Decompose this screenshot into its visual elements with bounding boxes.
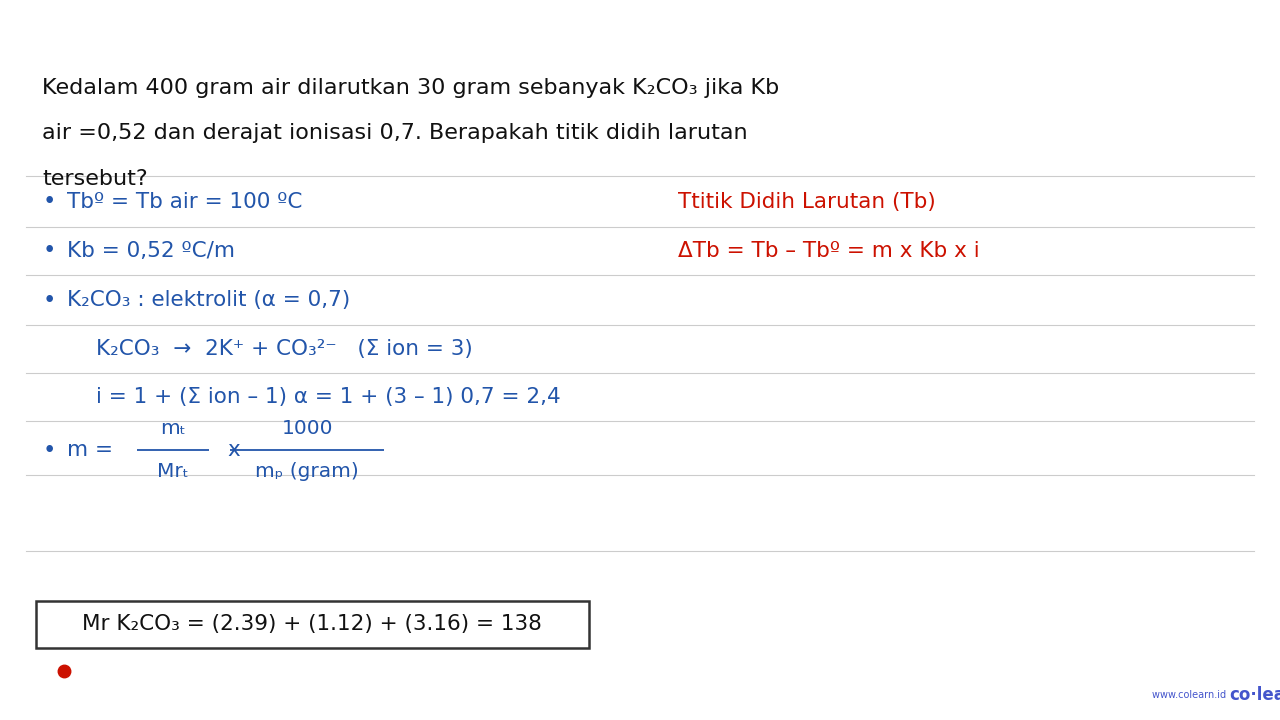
Text: Kedalam 400 gram air dilarutkan 30 gram sebanyak K₂CO₃ jika Kb: Kedalam 400 gram air dilarutkan 30 gram … [42, 78, 780, 98]
Text: •: • [42, 438, 55, 462]
Text: air =0,52 dan derajat ionisasi 0,7. Berapakah titik didih larutan: air =0,52 dan derajat ionisasi 0,7. Bera… [42, 123, 748, 143]
Text: Mr K₂CO₃ = (2.39) + (1.12) + (3.16) = 138: Mr K₂CO₃ = (2.39) + (1.12) + (3.16) = 13… [82, 614, 543, 634]
Text: ΔTb = Tb – Tbº = m x Kb x i: ΔTb = Tb – Tbº = m x Kb x i [678, 240, 980, 261]
FancyBboxPatch shape [36, 601, 589, 648]
Text: K₂CO₃ : elektrolit (α = 0,7): K₂CO₃ : elektrolit (α = 0,7) [67, 290, 349, 310]
Text: 1000: 1000 [282, 419, 333, 438]
Text: mₚ (gram): mₚ (gram) [255, 462, 360, 481]
Text: co·learn: co·learn [1229, 685, 1280, 704]
Text: Kb = 0,52 ºC/m: Kb = 0,52 ºC/m [67, 240, 234, 261]
Text: •: • [42, 190, 55, 213]
Text: •: • [42, 289, 55, 312]
Text: m =: m = [67, 440, 113, 460]
Text: i = 1 + (Σ ion – 1) α = 1 + (3 – 1) 0,7 = 2,4: i = 1 + (Σ ion – 1) α = 1 + (3 – 1) 0,7 … [96, 387, 561, 408]
Text: mₜ: mₜ [160, 419, 186, 438]
Text: Tbº = Tb air = 100 ºC: Tbº = Tb air = 100 ºC [67, 192, 302, 212]
Text: tersebut?: tersebut? [42, 168, 148, 189]
Text: Ttitik Didih Larutan (Tb): Ttitik Didih Larutan (Tb) [678, 192, 936, 212]
Text: x: x [228, 440, 241, 460]
Text: Mrₜ: Mrₜ [157, 462, 188, 481]
Text: •: • [42, 239, 55, 262]
Text: www.colearn.id: www.colearn.id [1152, 690, 1233, 700]
Text: K₂CO₃  →  2K⁺ + CO₃²⁻   (Σ ion = 3): K₂CO₃ → 2K⁺ + CO₃²⁻ (Σ ion = 3) [96, 339, 472, 359]
